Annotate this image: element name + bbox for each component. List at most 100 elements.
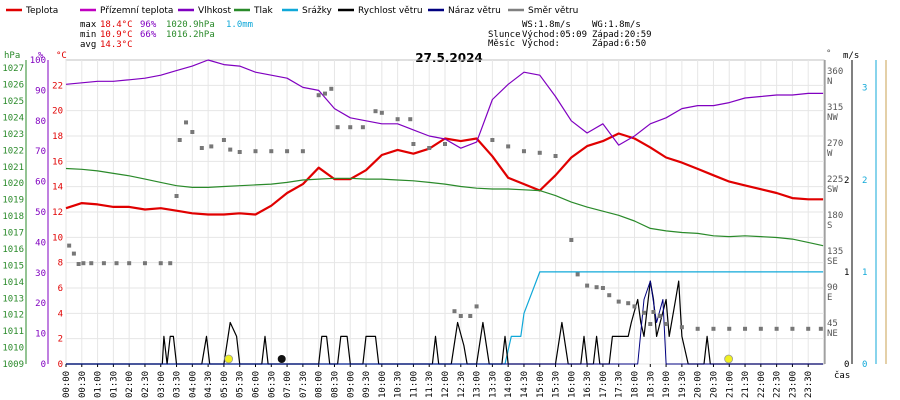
direction-tick-compass: E — [827, 293, 832, 303]
wind-direction-point — [316, 93, 321, 98]
time-tick-label: 23:00 — [788, 371, 798, 398]
legend-item-ground-temperature: Přízemní teplota — [80, 6, 173, 16]
wind-direction-point — [221, 138, 226, 142]
wind-direction-point — [474, 304, 479, 309]
wind-direction-point — [237, 150, 242, 154]
stats-min-temp: 10.9°C — [100, 30, 133, 40]
axis-unit-wind: m/s — [843, 51, 859, 61]
pressure-tick-label: 1021 — [2, 163, 24, 173]
time-tick-label: 18:30 — [646, 371, 656, 398]
pressure-tick-label: 1019 — [2, 196, 24, 206]
info-moon-rise: Východ: — [522, 39, 560, 49]
legend-item-humidity: Vlhkost — [178, 6, 231, 16]
legend: Teplota Přízemní teplota Vlhkost Tlak Sr… — [6, 6, 578, 16]
wind-direction-point — [408, 117, 413, 122]
wind-direction-point — [575, 272, 580, 277]
temp-tick-label: 18 — [52, 132, 63, 142]
pressure-tick-label: 1026 — [2, 81, 24, 91]
wind-direction-point — [585, 283, 590, 288]
time-tick-label: 11:30 — [425, 371, 435, 398]
info-wind-speed: WS:1.8m/s — [522, 20, 571, 30]
legend-label-precipitation: Srážky — [302, 6, 333, 16]
time-tick-label: 23:30 — [804, 371, 814, 398]
time-tick-label: 00:30 — [78, 371, 88, 398]
pressure-tick-label: 1013 — [2, 294, 24, 304]
time-tick-label: 10:00 — [378, 371, 388, 398]
wind-direction-point — [71, 251, 76, 256]
time-tick-label: 09:30 — [362, 371, 372, 398]
time-tick-label: 11:00 — [409, 371, 419, 398]
rain-tick-label: 1 — [862, 268, 867, 278]
temp-tick-label: 16 — [52, 157, 63, 167]
direction-tick-label: 45 — [827, 319, 838, 329]
wind-direction-point — [395, 117, 400, 122]
legend-label-humidity: Vlhkost — [198, 6, 231, 16]
stats-min-humidity: 66% — [140, 30, 157, 40]
humidity-line — [65, 59, 824, 149]
time-tick-label: 15:30 — [552, 371, 562, 398]
pressure-tick-label: 1027 — [2, 64, 24, 74]
wind-direction-point — [443, 142, 447, 146]
wind-direction-point — [89, 261, 94, 266]
wind-direction-point — [373, 109, 378, 114]
direction-tick-compass: NW — [827, 113, 838, 123]
wind-direction-point — [76, 262, 81, 266]
direction-tick-label: 315 — [827, 103, 843, 113]
wind-direction-point — [594, 285, 599, 290]
stats-avg-temp: 14.3°C — [100, 40, 133, 50]
pressure-tick-label: 1023 — [2, 130, 24, 140]
temp-tick-label: 12 — [52, 208, 63, 218]
humidity-tick-label: 90 — [35, 86, 46, 96]
time-tick-label: 17:30 — [615, 371, 625, 398]
humidity-tick-label: 50 — [35, 208, 46, 218]
time-tick-label: 20:30 — [709, 371, 719, 398]
wind-direction-point — [335, 125, 340, 130]
time-tick-label: 04:00 — [188, 371, 198, 398]
direction-tick-label: 90 — [827, 283, 838, 293]
direction-tick-compass: SW — [827, 185, 838, 195]
pressure-tick-label: 1024 — [2, 114, 24, 124]
wind-direction-point — [774, 326, 779, 331]
wind-direction-point — [569, 238, 574, 242]
legend-item-precipitation: Srážky — [282, 6, 333, 16]
moon-event-icon — [277, 355, 286, 363]
wind-direction-point — [81, 261, 86, 266]
wind-direction-point — [177, 138, 182, 142]
wind-direction-point — [616, 299, 621, 304]
time-tick-label: 12:00 — [441, 371, 451, 398]
humidity-tick-label: 20 — [35, 299, 46, 309]
pressure-tick-label: 1020 — [2, 179, 24, 189]
wind-direction-point — [648, 322, 653, 326]
temp-tick-label: 8 — [58, 259, 63, 269]
humidity-tick-label: 80 — [35, 117, 46, 127]
direction-tick-compass: NE — [827, 329, 838, 339]
stats-max-label: max — [80, 20, 97, 30]
humidity-tick-label: 60 — [35, 178, 46, 188]
time-tick-label: 04:30 — [204, 371, 214, 398]
time-tick-label: 09:00 — [346, 371, 356, 398]
temp-tick-label: 14 — [52, 183, 63, 193]
stats-max-pressure: 1020.9hPa — [166, 20, 215, 30]
sun-event-icon — [724, 354, 734, 364]
wind-direction-point — [600, 286, 605, 290]
wind-direction-point — [537, 150, 542, 155]
wind-direction-point — [142, 261, 147, 266]
time-tick-label: 10:30 — [394, 371, 404, 398]
humidity-tick-label: 70 — [35, 147, 46, 157]
wind-direction-point — [379, 110, 384, 115]
pressure-tick-label: 1011 — [2, 327, 24, 337]
legend-label-pressure: Tlak — [253, 6, 274, 16]
pressure-line — [65, 167, 824, 247]
time-tick-label: 21:30 — [741, 371, 751, 398]
axis-unit-humidity: % — [38, 51, 44, 61]
wind-tick-label: 2 — [844, 176, 849, 186]
time-tick-label: 18:00 — [631, 371, 641, 398]
stats-max-rain: 1.0mm — [226, 20, 253, 30]
time-tick-label: 02:30 — [141, 371, 151, 398]
time-tick-label: 14:00 — [504, 371, 514, 398]
pressure-tick-label: 1010 — [2, 344, 24, 354]
temp-tick-label: 6 — [58, 284, 63, 294]
wind-direction-point — [758, 326, 763, 331]
time-tick-label: 13:30 — [488, 371, 498, 398]
